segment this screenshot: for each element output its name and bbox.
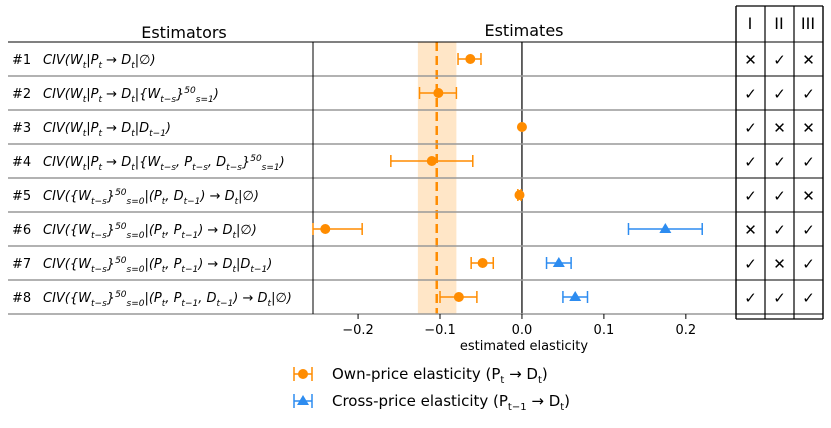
own-price-point (390, 155, 474, 167)
point-marker (569, 291, 582, 301)
own-price-point (457, 53, 482, 65)
legend-cross-label: Cross-price elasticity (Pt−1 → Dt) (332, 392, 570, 413)
point-marker (659, 223, 672, 233)
estimator-label: CIV({Wt−s}50s=0|(Pt, Dt−1) → Dt|∅) (43, 188, 259, 207)
x-tick-label: 0.1 (594, 323, 615, 338)
own-price-point (514, 189, 525, 201)
legend-cross-marker (293, 394, 313, 408)
check-mark: ✓ (773, 153, 786, 171)
check-mark: ✓ (802, 221, 815, 239)
own-price-point (418, 87, 458, 99)
check-mark: ✕ (802, 187, 815, 205)
point-marker (516, 122, 527, 132)
point-marker (320, 224, 331, 234)
col-header-ii: II (774, 14, 783, 33)
row-number: #4 (12, 155, 31, 170)
legend: Own-price elasticity (Pt → Dt) Cross-pri… (293, 365, 570, 413)
row-number: #5 (12, 189, 31, 204)
check-mark: ✕ (744, 221, 757, 239)
x-axis-layer: −0.2 −0.1 0.0 0.1 0.2 (342, 314, 696, 338)
row-number: #8 (12, 291, 31, 306)
legend-own-marker (293, 367, 313, 381)
x-tick-label: −0.1 (424, 323, 456, 338)
estimator-label: CIV({Wt−s}50s=0|(Pt, Pt−1) → Dt|Dt−1) (43, 256, 272, 275)
x-tick-label: 0.0 (512, 323, 533, 338)
row-number: #3 (12, 121, 31, 136)
check-mark: ✓ (773, 187, 786, 205)
legend-own-label: Own-price elasticity (Pt → Dt) (332, 365, 548, 386)
check-mark: ✓ (744, 187, 757, 205)
check-mark: ✓ (773, 51, 786, 69)
cross-price-point (627, 223, 703, 235)
estimator-label: CIV({Wt−s}50s=0|(Pt, Pt−1) → Dt|∅) (43, 222, 257, 241)
x-tick-label: −0.2 (342, 323, 374, 338)
own-price-point (439, 291, 478, 303)
estimator-label: CIV(Wt|Pt → Dt|{Wt−s}50s=1) (43, 86, 219, 105)
check-mark: ✓ (802, 153, 815, 171)
point-marker (477, 258, 488, 268)
check-mark: ✓ (773, 221, 786, 239)
check-mark: ✓ (744, 85, 757, 103)
col-header-iii: III (801, 14, 815, 33)
estimates-header: Estimates (484, 21, 563, 40)
checkmark-layer: ✕ ✓ ✕ ✓ ✓ ✓ ✓ ✕ ✕ ✓ ✓ ✓ ✓ ✓ ✕ ✕ ✓ ✓ ✓ ✕ ✓ ✓ ✓ ✓ (744, 51, 815, 307)
x-axis-label: estimated elasticity (460, 339, 589, 354)
row-number: #6 (12, 223, 31, 238)
point-marker (465, 54, 476, 64)
own-price-point (470, 257, 495, 269)
row-separator-layer (8, 5, 824, 320)
check-mark: ✕ (802, 51, 815, 69)
estimator-label: CIV({Wt−s}50s=0|(Pt, Pt−1, Dt−1) → Dt|∅) (43, 290, 292, 309)
check-mark: ✓ (744, 153, 757, 171)
point-marker (453, 292, 464, 302)
check-mark: ✕ (773, 119, 786, 137)
check-mark: ✓ (802, 255, 815, 273)
check-mark: ✓ (773, 289, 786, 307)
check-mark: ✕ (744, 51, 757, 69)
point-marker (552, 257, 565, 267)
estimators-header: Estimators (141, 23, 227, 42)
row-number: #2 (12, 87, 31, 102)
cross-price-point (545, 257, 572, 269)
point-marker (426, 156, 437, 166)
estimator-label-layer: #1 CIV(Wt|Pt → Dt|∅) #2 CIV(Wt|Pt → Dt|{Wt−… (12, 53, 292, 309)
estimator-label: CIV(Wt|Pt → Dt|Dt−1) (43, 121, 171, 139)
own-price-point (516, 122, 527, 132)
check-mark: ✓ (744, 255, 757, 273)
check-mark: ✓ (802, 85, 815, 103)
own-price-point (312, 223, 363, 235)
row-number: #1 (12, 53, 31, 68)
cross-price-point (562, 291, 589, 303)
check-mark: ✓ (744, 119, 757, 137)
data-point-layer (312, 53, 703, 303)
check-mark: ✕ (802, 119, 815, 137)
point-marker (514, 190, 525, 200)
col-header-i: I (748, 14, 753, 33)
row-number: #7 (12, 257, 31, 272)
check-mark: ✓ (802, 289, 815, 307)
check-mark: ✓ (744, 289, 757, 307)
point-marker (433, 88, 444, 98)
check-mark: ✕ (773, 255, 786, 273)
estimator-label: CIV(Wt|Pt → Dt|{Wt−s, Pt−s, Dt−s}50s=1) (43, 154, 285, 173)
check-mark: ✓ (773, 85, 786, 103)
estimator-label: CIV(Wt|Pt → Dt|∅) (43, 53, 156, 71)
x-tick-label: 0.2 (675, 323, 696, 338)
